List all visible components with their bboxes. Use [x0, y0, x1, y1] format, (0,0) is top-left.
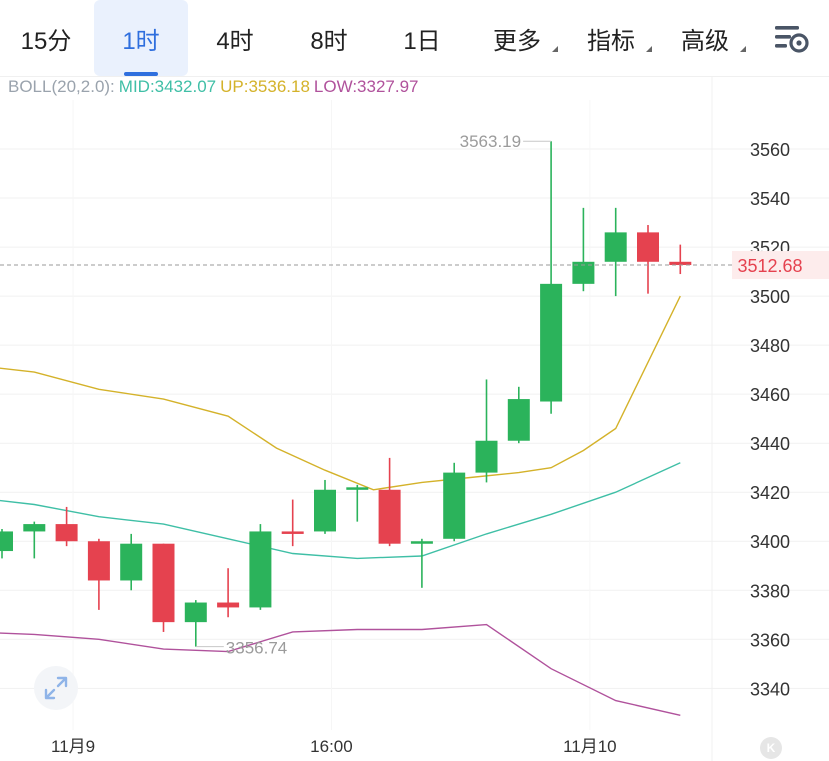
y-tick-label: 3420: [750, 483, 790, 503]
boll-legend-up: UP:3536.18: [220, 77, 310, 96]
tab-3[interactable]: 8时: [282, 0, 376, 76]
k-badge: K: [760, 737, 782, 759]
boll-up-line: [0, 295, 681, 491]
tab-label: 高级: [681, 27, 729, 55]
candle-body[interactable]: [184, 602, 207, 623]
candle-body[interactable]: [475, 440, 498, 473]
candle-body[interactable]: [0, 531, 13, 552]
low-price-label: 3356.74: [226, 639, 287, 658]
tab-5[interactable]: 更多: [470, 0, 564, 76]
boll-low-line: [0, 623, 681, 716]
y-tick-label: 3360: [750, 630, 790, 650]
candle-body[interactable]: [55, 524, 78, 542]
candle-body[interactable]: [87, 541, 110, 581]
tab-label: 8时: [310, 27, 348, 55]
tab-2[interactable]: 4时: [188, 0, 282, 76]
y-tick-label: 3400: [750, 532, 790, 552]
tab-4[interactable]: 1日: [376, 0, 468, 76]
chart-settings-icon: [775, 26, 809, 53]
expand-icon: [44, 676, 68, 700]
boll-legend-name: BOLL(20,2.0):: [8, 77, 115, 96]
candle-body[interactable]: [572, 261, 595, 284]
current-price-label: 3512.68: [737, 256, 802, 276]
tab-7[interactable]: 高级: [658, 0, 752, 76]
candle-body[interactable]: [669, 261, 692, 266]
tab-6[interactable]: 指标: [564, 0, 658, 76]
candle-body[interactable]: [378, 489, 401, 544]
dropdown-corner-icon: [552, 46, 558, 52]
candle-body[interactable]: [249, 531, 272, 608]
boll-legend-mid: MID:3432.07: [118, 77, 217, 96]
boll-legend: BOLL(20,2.0): MID:3432.07 UP:3536.18 LOW…: [8, 76, 423, 98]
candle-body[interactable]: [540, 283, 563, 402]
y-tick-label: 3460: [750, 385, 790, 405]
candle-body[interactable]: [346, 487, 369, 490]
current-price-tag: [732, 251, 829, 280]
boll-legend-low: LOW:3327.97: [313, 77, 419, 96]
dropdown-corner-icon: [740, 46, 746, 52]
candle-body[interactable]: [23, 524, 46, 532]
candle-body[interactable]: [217, 602, 240, 608]
tab-0[interactable]: 15分: [0, 0, 92, 76]
candle-body[interactable]: [410, 541, 433, 544]
tab-label: 1时: [122, 27, 160, 55]
expand-chart-button[interactable]: [34, 666, 78, 710]
y-tick-label: 3540: [750, 189, 790, 209]
dropdown-corner-icon: [646, 46, 652, 52]
candle-body[interactable]: [604, 232, 627, 262]
x-tick-label: 11月10: [563, 737, 617, 756]
active-tab-underline: [124, 72, 158, 76]
tab-label: 15分: [20, 27, 72, 55]
tab-label: 4时: [216, 27, 254, 55]
candle-body[interactable]: [281, 531, 304, 534]
candle-body[interactable]: [152, 543, 175, 623]
y-tick-label: 3380: [750, 581, 790, 601]
y-tick-label: 3500: [750, 287, 790, 307]
y-tick-label: 3440: [750, 434, 790, 454]
x-tick-label: 16:00: [310, 737, 353, 756]
y-tick-label: 3560: [750, 140, 790, 160]
candle-body[interactable]: [443, 472, 466, 539]
high-price-label: 3563.19: [460, 132, 521, 151]
x-tick-label: 11月9: [51, 737, 95, 756]
y-tick-label: 3340: [750, 679, 790, 699]
boll-mid-line: [0, 462, 681, 560]
y-tick-label: 3480: [750, 336, 790, 356]
chart-settings-button[interactable]: [773, 20, 811, 56]
tab-label: 1日: [403, 27, 441, 55]
tab-label: 指标: [587, 27, 635, 55]
candle-body[interactable]: [120, 543, 143, 581]
tab-label: 更多: [493, 27, 541, 55]
candle-body[interactable]: [637, 232, 659, 262]
candle-body[interactable]: [314, 489, 336, 532]
candle-body[interactable]: [507, 399, 530, 441]
tab-1[interactable]: 1时: [94, 0, 188, 76]
